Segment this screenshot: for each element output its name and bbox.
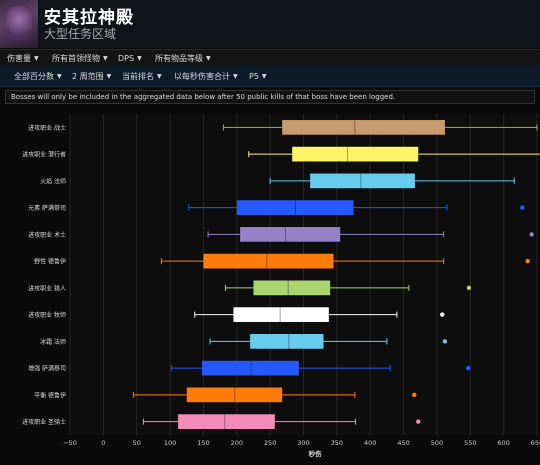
box: [292, 146, 419, 162]
zone-emblem-image: [0, 0, 38, 48]
category-label: 火焰 法师: [40, 177, 66, 185]
box: [236, 200, 354, 215]
caret-down-icon: ▼: [34, 55, 39, 62]
x-tick-label: 500: [431, 439, 443, 447]
x-tick-label: 300: [297, 439, 309, 447]
caret-down-icon: ▼: [137, 55, 142, 62]
dps-boxplot-chart: 进攻职业 战士 进攻职业 潜行者火焰 法师元素 萨满祭司 进攻职业 术士 野性 德鲁伊…: [0, 108, 540, 461]
x-tick-label: −50: [63, 439, 77, 447]
x-tick-label: 150: [197, 439, 209, 447]
data-notice-text: Bosses will only be included in the aggr…: [11, 93, 396, 101]
phase-dropdown[interactable]: P5 ▼: [249, 66, 267, 86]
box: [240, 227, 341, 242]
outlier-point: [529, 232, 534, 237]
x-axis-label: 秒伤: [309, 449, 323, 458]
category-label: 进攻职业 猎人: [28, 284, 66, 292]
x-tick-label: 450: [397, 439, 409, 447]
time-range-dropdown[interactable]: 2 周范围 ▼: [72, 66, 111, 86]
time-range-dropdown-label: 2 周范围: [72, 71, 104, 81]
box: [203, 253, 334, 269]
dps-dropdown[interactable]: DPS ▼: [118, 50, 142, 67]
x-tick-label: 250: [264, 439, 276, 447]
caret-down-icon: ▼: [157, 72, 162, 80]
x-tick-label: 0: [101, 439, 105, 447]
x-tick-label: 550: [464, 439, 476, 447]
category-label: 进攻职业 潜行者: [22, 151, 66, 159]
phase-dropdown-label: P5: [249, 71, 259, 81]
caret-down-icon: ▼: [106, 72, 112, 80]
outlier-point: [440, 312, 445, 317]
caret-down-icon: ▼: [261, 72, 267, 80]
box: [178, 414, 275, 429]
category-label: 增强 萨满祭司: [28, 365, 66, 373]
outlier-point: [412, 392, 417, 398]
item-level-dropdown-label: 所有物品等级: [155, 54, 203, 63]
outlier-point: [466, 285, 472, 291]
x-tick-label: 350: [331, 439, 343, 447]
secondary-filter-bar: 全部百分数 ▼ 2 周范围 ▼ 当前排名 ▼ 以每秒伤害合计 ▼ P5 ▼: [0, 66, 540, 87]
page-header: 安其拉神殿 大型任务区域: [0, 0, 540, 48]
page-subtitle: 大型任务区域: [44, 27, 117, 41]
dps-dropdown-label: DPS: [118, 54, 135, 63]
caret-down-icon: ▼: [206, 55, 211, 62]
caret-down-icon: ▼: [57, 72, 62, 80]
box: [250, 334, 324, 349]
data-notice: Bosses will only be included in the aggr…: [5, 90, 535, 104]
x-tick-label: 100: [164, 439, 176, 447]
aggregation-dropdown-label: 以每秒伤害合计: [174, 71, 230, 81]
x-tick-label: 600: [497, 439, 509, 447]
boss-dropdown-label: 所有首领怪物: [52, 54, 100, 63]
category-label: 进攻职业 圣骑士: [22, 418, 66, 426]
x-tick-label: 200: [231, 439, 243, 447]
box: [310, 173, 415, 189]
metric-dropdown-label: 伤害量: [7, 54, 31, 63]
ranking-dropdown[interactable]: 当前排名 ▼: [122, 66, 162, 86]
x-tick-label: 50: [133, 439, 141, 447]
category-label: 进攻职业 战士: [28, 124, 66, 132]
category-label: 进攻职业 牧师: [28, 311, 66, 319]
percentile-dropdown[interactable]: 全部百分数 ▼: [14, 66, 62, 86]
item-level-dropdown[interactable]: 所有物品等级 ▼: [155, 50, 211, 67]
caret-down-icon: ▼: [233, 72, 238, 80]
percentile-dropdown-label: 全部百分数: [14, 71, 54, 81]
aggregation-dropdown[interactable]: 以每秒伤害合计 ▼: [174, 66, 238, 86]
box: [233, 307, 329, 322]
page-title: 安其拉神殿: [44, 8, 134, 28]
outlier-point: [416, 419, 421, 424]
category-label: 野性 德鲁伊: [34, 258, 66, 266]
box: [202, 360, 299, 376]
caret-down-icon: ▼: [103, 55, 108, 62]
category-label: 元素 萨满祭司: [28, 204, 66, 212]
outlier-point: [525, 258, 530, 264]
outlier-point: [442, 339, 448, 344]
outlier-point: [466, 365, 471, 371]
category-label: 冰霜 法师: [40, 338, 66, 346]
ranking-dropdown-label: 当前排名: [122, 71, 154, 81]
outlier-point: [520, 205, 525, 210]
metric-dropdown[interactable]: 伤害量 ▼: [7, 50, 39, 67]
x-tick-label: 650: [531, 439, 540, 447]
x-tick-label: 400: [364, 439, 376, 447]
category-label: 平衡 德鲁伊: [34, 391, 66, 399]
category-label: 进攻职业 术士: [28, 231, 66, 239]
boss-dropdown[interactable]: 所有首领怪物 ▼: [52, 50, 108, 67]
box: [282, 120, 445, 135]
box: [253, 280, 331, 296]
box: [186, 387, 283, 403]
